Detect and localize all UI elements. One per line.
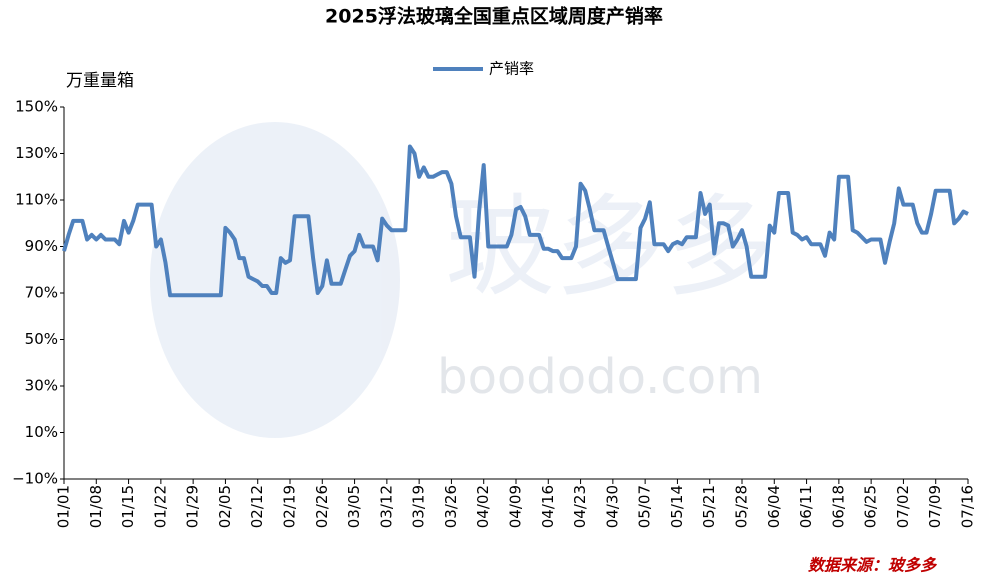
x-tick-label: 04/02: [474, 485, 492, 528]
x-tick-label: 04/16: [539, 485, 557, 528]
x-tick-label: 02/26: [313, 485, 331, 528]
x-tick-label: 01/22: [151, 485, 169, 528]
chart-title: 2025浮法玻璃全国重点区域周度产销率: [325, 5, 663, 28]
x-tick-label: 01/01: [55, 485, 73, 528]
x-tick-label: 02/05: [216, 485, 234, 528]
x-tick-label: 03/26: [442, 485, 460, 528]
y-tick-label: 10%: [25, 423, 58, 441]
y-tick-label: 130%: [15, 144, 58, 162]
x-tick-label: 04/23: [571, 485, 589, 528]
x-tick-label: 07/09: [926, 485, 944, 528]
y-tick-label: 90%: [25, 237, 58, 255]
x-tick-label: 05/21: [700, 485, 718, 528]
source-note: 数据来源：玻多多: [808, 556, 938, 575]
x-tick-label: 03/19: [410, 485, 428, 528]
x-tick-label: 07/02: [894, 485, 912, 528]
x-tick-label: 04/09: [507, 485, 525, 528]
watermark: 玻多多 boododo.com: [150, 122, 775, 438]
x-tick-label: 02/19: [281, 485, 299, 528]
x-tick-label: 01/15: [119, 485, 137, 528]
y-tick-label: 70%: [25, 284, 58, 302]
y-tick-label: 50%: [25, 330, 58, 348]
x-tick-label: 01/29: [184, 485, 202, 528]
x-tick-label: 05/28: [733, 485, 751, 528]
watermark-logo: [150, 122, 400, 438]
x-tick-label: 03/05: [345, 485, 363, 528]
y-axis-label: 万重量箱: [66, 71, 134, 91]
x-tick-label: 04/30: [603, 485, 621, 528]
x-tick-label: 06/18: [829, 485, 847, 528]
y-tick-label: −10%: [12, 470, 58, 488]
x-tick-label: 06/04: [765, 485, 783, 528]
y-tick-label: 150%: [15, 98, 58, 116]
x-tick-label: 06/25: [862, 485, 880, 528]
y-tick-label: 30%: [25, 377, 58, 395]
x-tick-label: 02/12: [248, 485, 266, 528]
x-tick-label: 06/11: [797, 485, 815, 528]
legend-label: 产销率: [489, 60, 534, 78]
x-tick-label: 05/14: [668, 485, 686, 528]
x-tick-label: 01/08: [87, 485, 105, 528]
x-tick-label: 03/12: [377, 485, 395, 528]
watermark-text: boododo.com: [437, 349, 763, 405]
series-line: [62, 144, 969, 298]
y-tick-label: 110%: [15, 191, 58, 209]
x-tick-label: 07/16: [959, 485, 977, 528]
x-tick-label: 05/07: [636, 485, 654, 528]
